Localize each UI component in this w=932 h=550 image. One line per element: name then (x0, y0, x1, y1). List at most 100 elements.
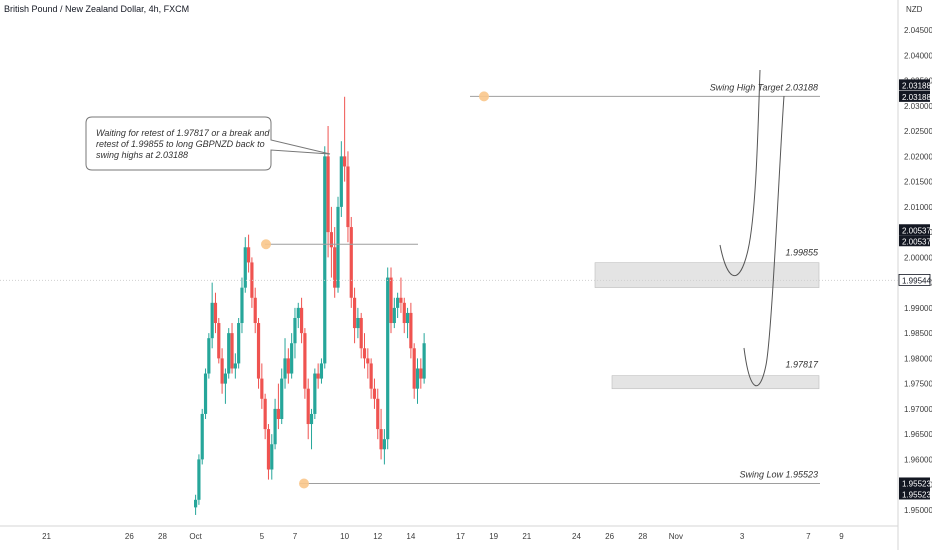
x-tick-label: 24 (572, 532, 581, 541)
candle-body (273, 408, 277, 445)
candle-body (309, 413, 314, 425)
x-tick-label: 28 (158, 532, 167, 541)
candle-body (276, 408, 280, 419)
candle-body (392, 307, 396, 324)
candle-body (412, 348, 416, 389)
candle-body (293, 317, 297, 344)
y-tick-label: 1.97000 (904, 405, 932, 414)
candle-body (286, 358, 290, 374)
y-tick-label: 2.04500 (904, 26, 932, 35)
x-tick-label: Oct (189, 532, 202, 541)
callout-text-line: retest of 1.99855 to long GBPNZD back to (96, 139, 265, 149)
candle-body (415, 368, 420, 389)
candle-body (296, 307, 300, 318)
swing-low-marker (299, 478, 309, 489)
candle-body (369, 363, 373, 389)
price-label-mid-a-bg (899, 224, 930, 236)
x-tick-label: 14 (406, 532, 415, 541)
y-tick-label: 2.04000 (904, 51, 932, 60)
candle-body (280, 378, 284, 419)
candle-body (366, 358, 370, 364)
price-label-swing-high-a: 2.03188 (899, 79, 931, 91)
y-tick-label: 2.00000 (904, 253, 932, 262)
annotation-callout: Waiting for retest of 1.97817 or a break… (85, 116, 331, 171)
y-tick-label: 2.02000 (904, 152, 932, 161)
candle-body (250, 262, 254, 298)
candle-body (246, 247, 251, 263)
swing-high-marker (479, 91, 489, 102)
y-tick-label: 2.03000 (904, 102, 932, 111)
candle-body (346, 166, 350, 228)
x-tick-label: 7 (293, 532, 298, 541)
support-label: 1.97817 (785, 360, 819, 370)
candle-body (326, 156, 330, 233)
candle-body (223, 373, 228, 384)
price-label-swing-low-b: 1.95523 (899, 488, 931, 500)
x-tick-label: 9 (839, 532, 844, 541)
candle-body (313, 373, 317, 414)
y-tick-label: 1.98500 (904, 329, 932, 338)
candle-body (339, 156, 343, 207)
candle-body (253, 297, 257, 324)
x-tick-label: 10 (340, 532, 349, 541)
projection-path-support (743, 95, 785, 387)
time-axis[interactable]: 21 26 28 Oct 5 7 10 12 14 17 19 21 24 26 28 Nov 3 7 9 (0, 525, 898, 541)
candle-body (409, 312, 413, 349)
candle-body (372, 388, 377, 399)
x-tick-label: 21 (42, 532, 51, 541)
y-tick-label: 1.99000 (904, 304, 932, 313)
price-label-mid-b-bg (899, 235, 930, 247)
candle-body (299, 307, 304, 334)
y-tick-label: 1.96000 (904, 455, 932, 464)
candle-body (306, 388, 310, 425)
candle-body (220, 358, 224, 384)
x-tick-label: 17 (456, 532, 465, 541)
candle-body (356, 317, 360, 329)
x-tick-label: 5 (260, 532, 265, 541)
resistance-zone (594, 262, 820, 288)
chart-title: British Pound / New Zealand Dollar, 4h, … (4, 4, 189, 14)
price-label-swing-low-a-text: 1.95523 (902, 479, 931, 488)
candle-body (405, 312, 410, 324)
candle-body (343, 156, 347, 167)
price-label-swing-low-a: 1.95523 (899, 477, 931, 489)
candle-body (422, 343, 426, 379)
candle-body (402, 302, 406, 324)
candle-body (197, 459, 201, 500)
candle-body (227, 333, 231, 374)
candle-body (333, 247, 337, 288)
candle-body (194, 499, 198, 508)
price-label-mid-b-text: 2.00537 (902, 237, 931, 246)
x-tick-label: Nov (669, 532, 683, 541)
y-tick-label: 2.01500 (904, 178, 932, 187)
callout-text-line: Waiting for retest of 1.97817 or a break… (96, 128, 270, 138)
candle-body (362, 348, 367, 359)
candle-body (359, 317, 363, 349)
candle-body (283, 358, 287, 379)
candles (194, 96, 426, 515)
x-tick-label: 26 (605, 532, 614, 541)
candle-body (213, 302, 218, 324)
y-tick-label: 1.95000 (904, 506, 932, 515)
y-tick-label: 2.02500 (904, 127, 932, 136)
candle-body (240, 287, 244, 324)
currency-label: NZD (906, 5, 923, 14)
prior-high-marker (261, 239, 271, 250)
price-label-swing-high-a-text: 2.03188 (902, 81, 931, 90)
price-label-swing-high-b-text: 2.03188 (902, 93, 931, 102)
price-axis[interactable]: 1.950001.955001.960001.965001.970001.975… (897, 0, 932, 550)
price-label-mid-b: 2.00537 (899, 235, 931, 247)
candle-body (379, 429, 383, 450)
candle-body (352, 297, 357, 329)
candle-body (382, 439, 386, 450)
candle-body (323, 156, 327, 364)
price-label-mid-a: 2.00537 (899, 224, 931, 236)
candle-body (233, 363, 237, 369)
price-label-swing-low-a-bg (899, 477, 930, 489)
price-label-last-bg (898, 274, 931, 286)
candle-body (349, 227, 353, 298)
price-label-last: 1.99544 (898, 274, 931, 286)
candle-body (329, 232, 333, 248)
callout-text-line: swing highs at 2.03188 (96, 150, 188, 160)
